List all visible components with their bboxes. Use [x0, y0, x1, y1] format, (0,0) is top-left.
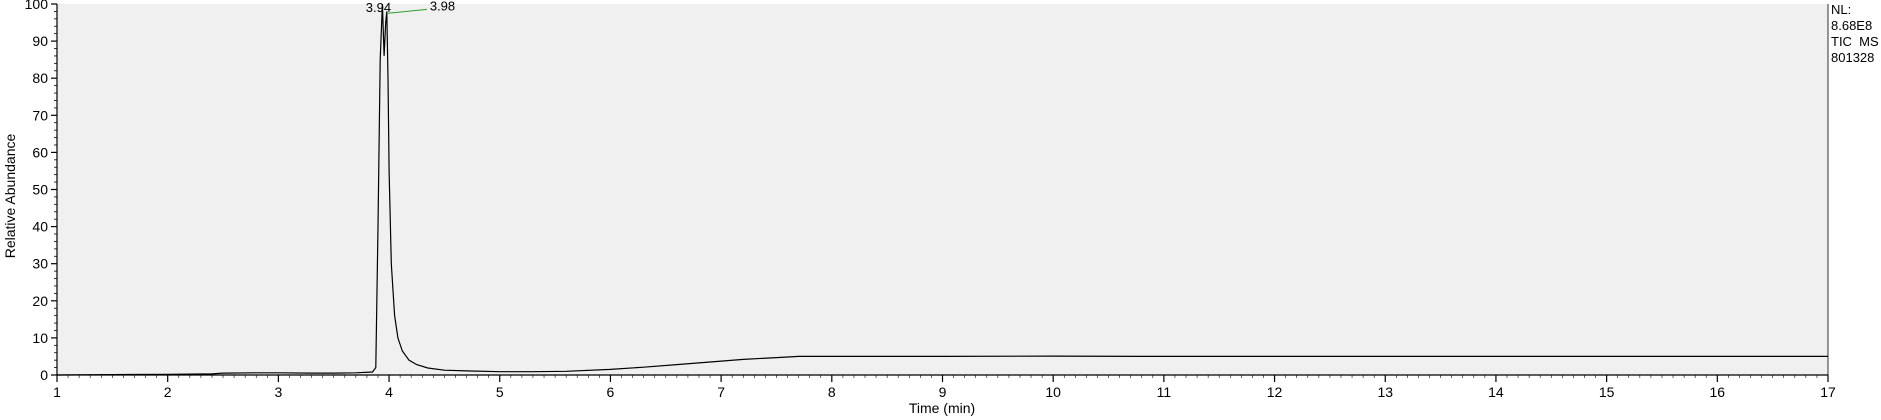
x-tick-label: 9	[939, 384, 947, 400]
x-tick-label: 11	[1157, 384, 1172, 400]
x-tick-label: 4	[385, 384, 393, 400]
x-tick-label: 7	[717, 384, 725, 400]
x-tick-label: 13	[1377, 384, 1393, 400]
x-tick-label: 14	[1488, 384, 1504, 400]
nl-annotation: NL: 8.68E8 TIC MS 801328	[1831, 2, 1879, 66]
tic-trace-line	[56, 3, 1828, 376]
x-tick-label: 2	[164, 384, 172, 400]
peak-label: 3.94	[366, 0, 391, 15]
x-tick-label: 17	[1820, 384, 1836, 400]
x-axis-ticks: 1 2 3 4 5 6 7 8 9 10 11 12 13 14 15 16 17	[53, 375, 1836, 400]
y-tick-label: 80	[32, 70, 48, 86]
x-tick-label: 5	[496, 384, 504, 400]
nl-label: NL:	[1831, 2, 1852, 17]
peak-label: 3.98	[430, 0, 455, 13]
x-tick-label: 12	[1267, 384, 1283, 400]
y-axis-ticks: 0 10 20 30 40 50 60 70 80 90 100	[25, 0, 57, 383]
x-tick-label: 15	[1599, 384, 1615, 400]
y-tick-label: 100	[25, 0, 49, 12]
x-tick-label: 6	[607, 384, 615, 400]
file-label: 801328	[1831, 50, 1875, 65]
y-tick-label: 50	[32, 182, 48, 198]
x-tick-label: 8	[828, 384, 836, 400]
x-tick-label: 10	[1045, 384, 1061, 400]
y-tick-label: 40	[32, 219, 48, 235]
y-tick-label: 70	[32, 107, 48, 123]
x-axis-title: Time (min)	[909, 400, 975, 416]
y-tick-label: 30	[32, 256, 48, 272]
x-tick-label: 1	[53, 384, 61, 400]
peak-link-line	[386, 8, 427, 14]
trace-label: TIC MS	[1831, 34, 1879, 49]
y-axis-title: Relative Abundance	[2, 134, 18, 259]
y-tick-label: 0	[40, 367, 48, 383]
y-tick-label: 90	[32, 33, 48, 49]
nl-value: 8.68E8	[1831, 18, 1873, 33]
plot-area	[57, 4, 1828, 375]
y-tick-label: 20	[32, 293, 48, 309]
y-tick-label: 10	[32, 330, 48, 346]
x-tick-label: 3	[274, 384, 282, 400]
peak-labels: 3.94 3.98	[366, 0, 455, 15]
y-tick-label: 60	[32, 144, 48, 160]
x-tick-label: 16	[1710, 384, 1726, 400]
